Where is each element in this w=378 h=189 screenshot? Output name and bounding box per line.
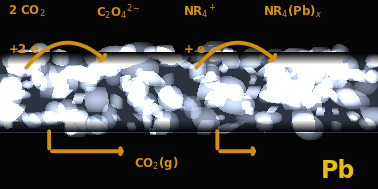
Text: + e$^-$: + e$^-$ [183,43,215,57]
Text: +2 e$^-$: +2 e$^-$ [8,43,47,57]
Text: NR$_4$$^+$: NR$_4$$^+$ [183,4,217,21]
Text: NR$_4$(Pb)$_x$: NR$_4$(Pb)$_x$ [263,4,322,20]
Text: Pb: Pb [321,159,355,183]
Text: 2 CO$_2$: 2 CO$_2$ [8,4,45,19]
Text: C$_2$O$_4$$^{2-}$: C$_2$O$_4$$^{2-}$ [96,4,141,22]
Text: CO$_2$(g): CO$_2$(g) [134,155,179,172]
